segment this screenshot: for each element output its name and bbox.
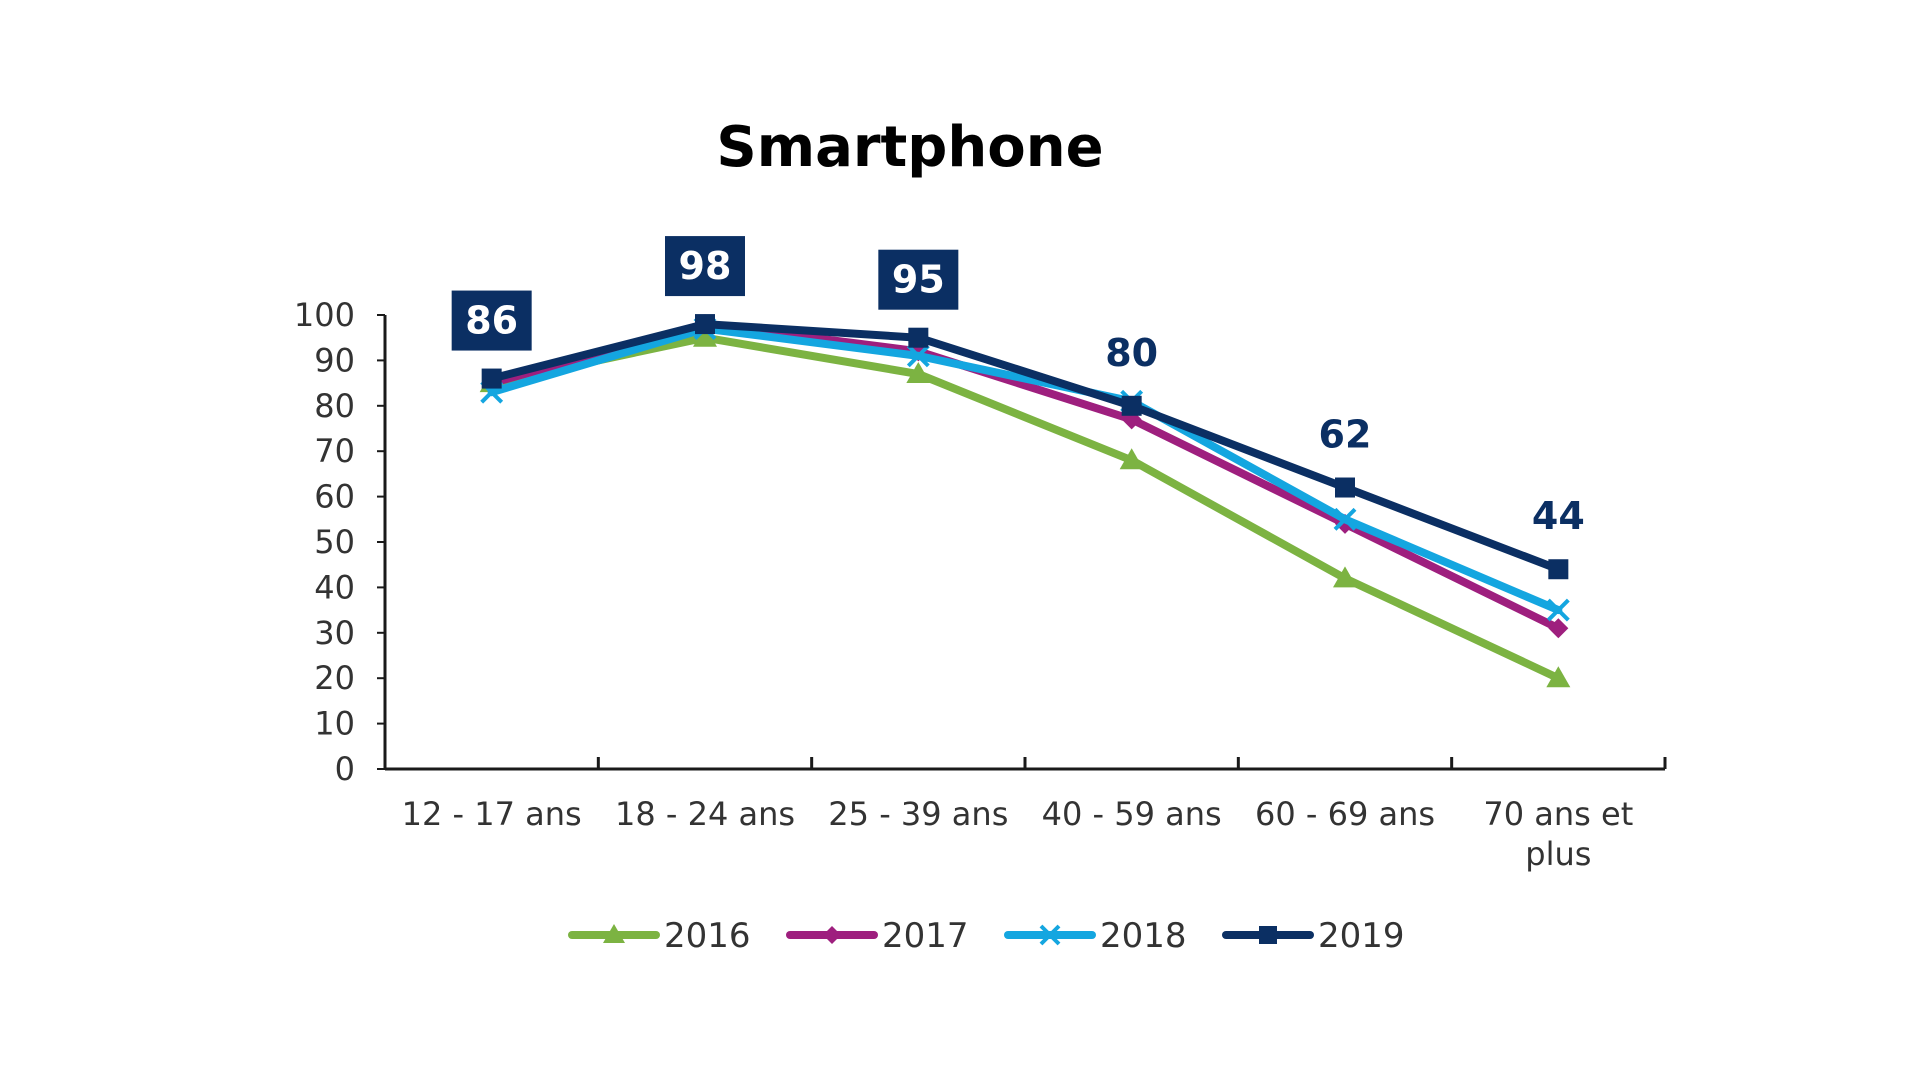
y-tick-label: 80: [314, 387, 355, 425]
y-tick-label: 70: [314, 432, 355, 470]
x-tick-label: 25 - 39 ans: [828, 795, 1008, 833]
data-point-x: [1333, 507, 1357, 531]
data-point-triangle: [1333, 566, 1357, 588]
data-point-diamond: [1548, 618, 1569, 639]
data-label: 95: [892, 258, 945, 302]
data-label-box: [451, 290, 532, 351]
data-point-x: [1546, 598, 1570, 622]
y-tick-label: 40: [314, 568, 355, 606]
legend: 2016 2017 2018 2019: [568, 916, 1405, 956]
x-tick-label: 70 ans et plus: [1483, 795, 1633, 873]
y-tick-label: 20: [314, 659, 355, 697]
data-point-square: [1548, 559, 1569, 580]
data-label-box: [665, 236, 745, 297]
y-tick-label: 0: [335, 750, 355, 788]
x-tick-label: 12 - 17 ans: [402, 795, 582, 833]
y-tick-label: 100: [294, 296, 355, 334]
data-point-square: [481, 368, 502, 389]
y-tick-label: 10: [314, 705, 355, 743]
series-line: [487, 333, 1563, 683]
data-label: 44: [1532, 494, 1585, 538]
data-point-square: [1259, 926, 1277, 944]
data-point-diamond: [823, 926, 841, 944]
x-tick-label: 18 - 24 ans: [615, 795, 795, 833]
data-point-x: [1039, 924, 1061, 946]
series-line: [487, 320, 1563, 574]
data-point-triangle: [1546, 666, 1571, 688]
x-tick-label: 60 - 69 ans: [1255, 795, 1435, 833]
data-point-triangle: [603, 924, 625, 943]
data-point-square: [908, 327, 929, 348]
data-labels: 86 98 95 80 62 44: [451, 236, 1585, 538]
y-tick-label: 50: [314, 523, 355, 561]
series-2018: [480, 317, 1570, 622]
legend-label: 2019: [1318, 916, 1405, 956]
legend-label: 2016: [664, 916, 751, 956]
data-point-triangle: [906, 362, 931, 384]
data-point-square: [695, 314, 715, 335]
x-tick-label: 40 - 59 ans: [1042, 795, 1222, 833]
data-label: 62: [1319, 413, 1372, 457]
legend-item-2018: 2018: [1004, 916, 1187, 956]
data-label: 98: [679, 244, 732, 288]
series-2017: [481, 314, 1569, 639]
chart-title: Smartphone: [716, 115, 1103, 180]
data-point-square: [1121, 395, 1142, 416]
data-label: 86: [465, 299, 518, 343]
data-point-x: [906, 344, 930, 368]
y-tick-label: 90: [314, 341, 355, 379]
y-tick-label: 30: [314, 614, 355, 652]
data-label-box: [878, 249, 959, 310]
axes: 0 10 20 30 40 50 60 70 80 90 100 12 - 17 ans 18 - 24…: [294, 296, 1667, 873]
legend-label: 2017: [882, 916, 969, 956]
legend-item-2019: 2019: [1222, 916, 1405, 956]
y-tick-label: 60: [314, 478, 355, 516]
data-label: 80: [1105, 331, 1158, 375]
legend-item-2016: 2016: [568, 916, 751, 956]
legend-item-2017: 2017: [786, 916, 969, 956]
series-2019: [481, 314, 1569, 580]
data-point-triangle: [693, 325, 717, 347]
data-point-square: [1335, 477, 1355, 498]
series-layer: [479, 314, 1571, 688]
series-line: [487, 324, 1563, 615]
data-point-triangle: [1119, 448, 1144, 470]
legend-label: 2018: [1100, 916, 1187, 956]
